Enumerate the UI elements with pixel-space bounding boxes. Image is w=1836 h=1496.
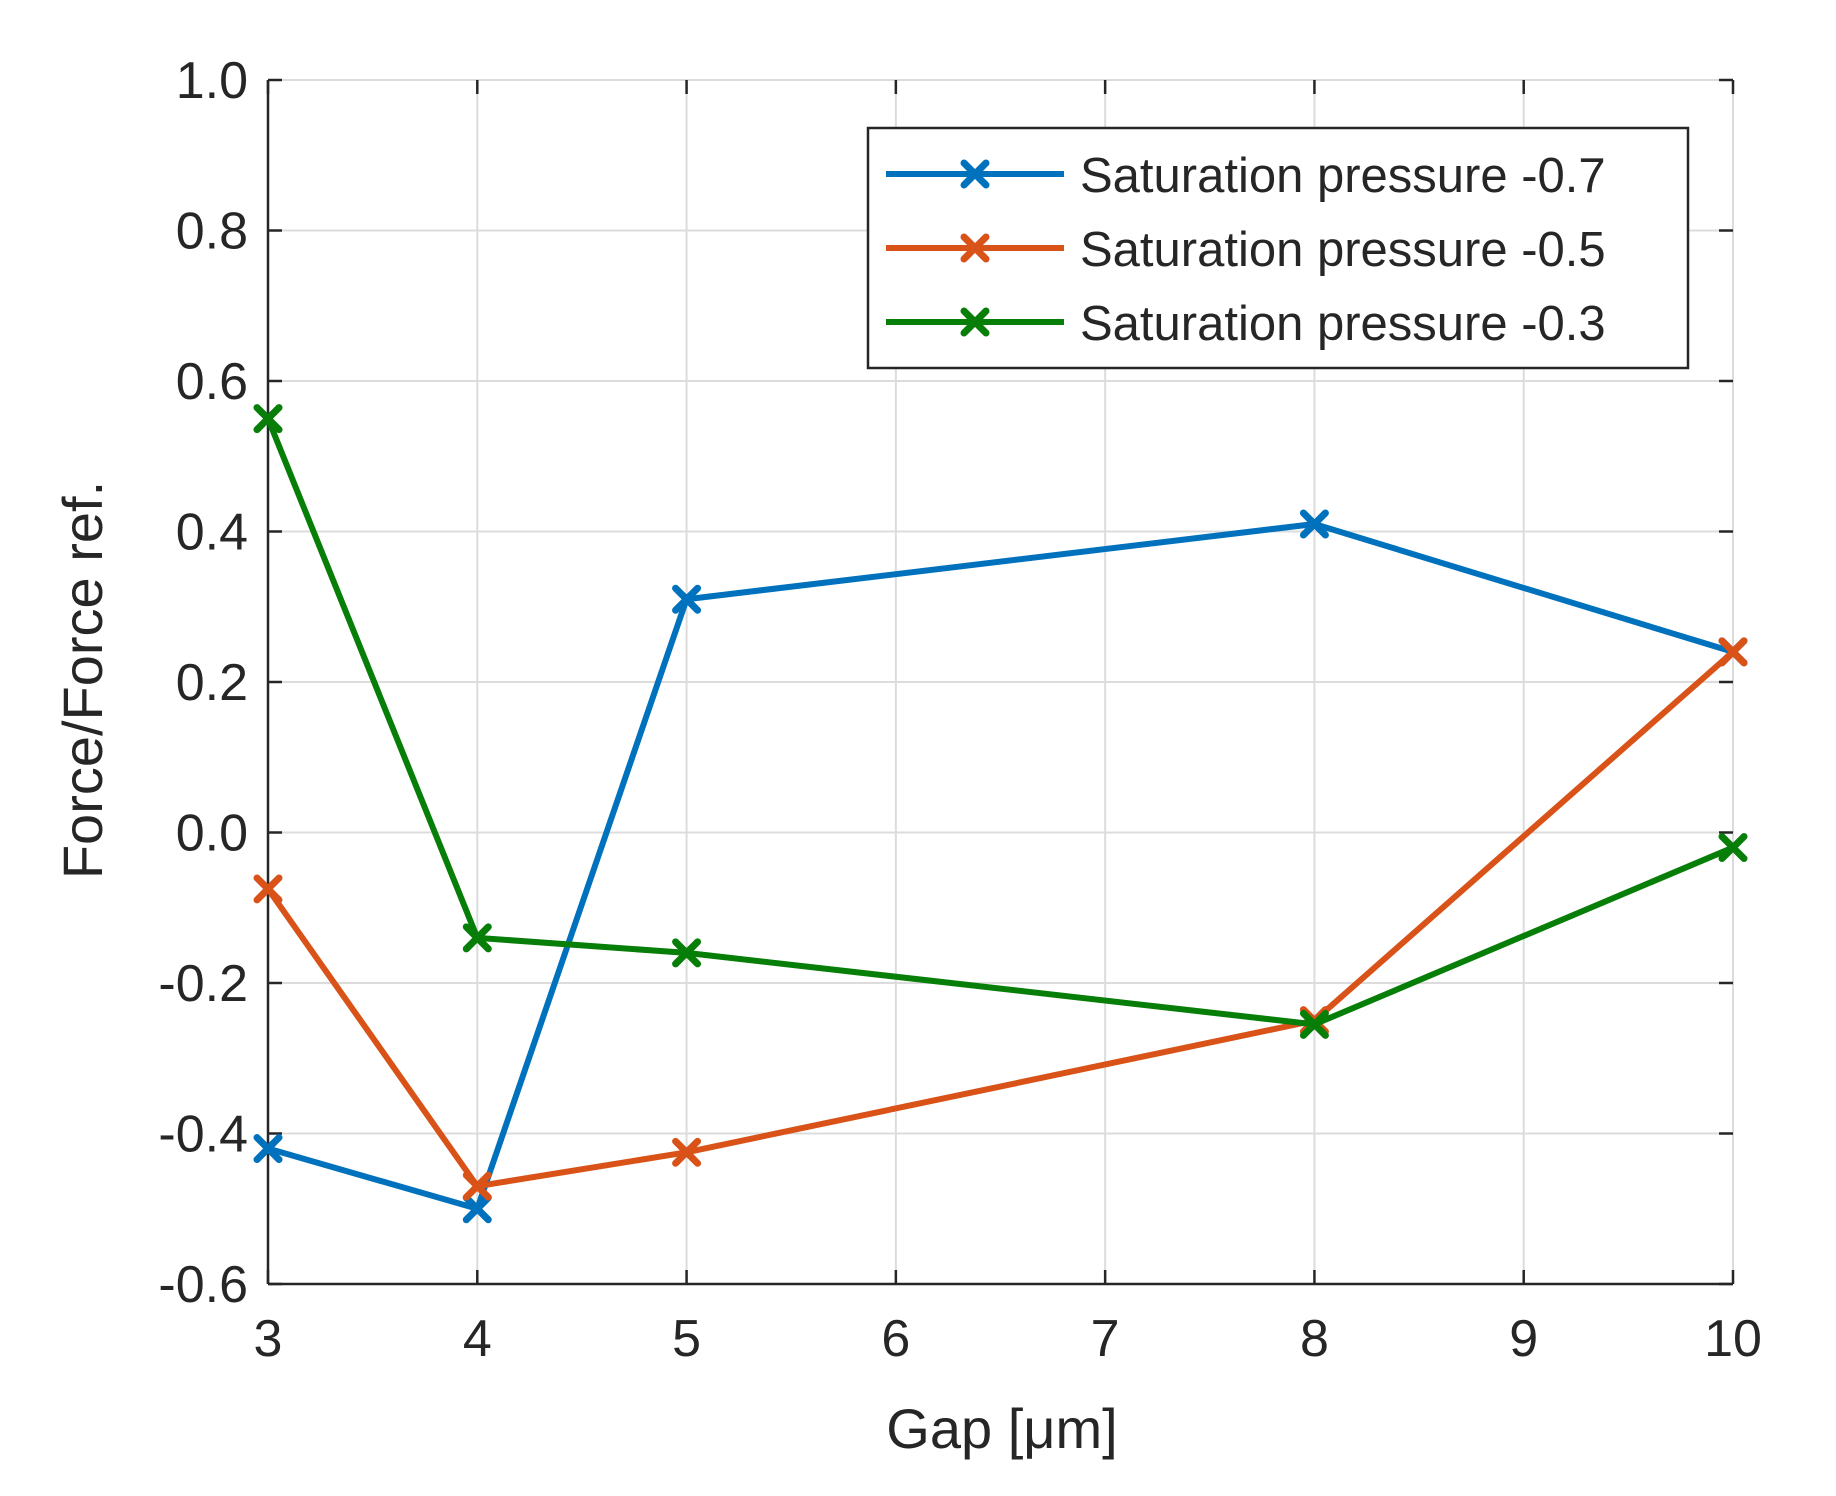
- legend-marker: [960, 159, 990, 189]
- y-tick-label: -0.2: [158, 955, 248, 1013]
- legend-marker: [960, 307, 990, 337]
- series-line: [267, 520, 1734, 1212]
- data-point: [672, 938, 702, 968]
- legend-item: Saturation pressure -0.5: [886, 223, 1606, 277]
- x-tick-label: 6: [881, 1310, 910, 1368]
- data-point: [1299, 509, 1329, 539]
- series-1: [253, 637, 1748, 1201]
- data-point: [253, 874, 283, 904]
- y-tick-label: 0.4: [176, 504, 248, 562]
- x-tick-label: 4: [463, 1310, 492, 1368]
- legend: Saturation pressure -0.7 Saturation pres…: [866, 126, 1690, 370]
- series-line: [265, 649, 1735, 1190]
- series-2: [253, 404, 1748, 1039]
- legend-label-2: Saturation pressure -0.3: [1080, 297, 1606, 351]
- data-point: [462, 1171, 492, 1201]
- legend-item: Saturation pressure -0.3: [886, 297, 1606, 351]
- legend-item: Saturation pressure -0.7: [886, 149, 1606, 203]
- data-point: [1718, 637, 1748, 667]
- legend-marker: [960, 233, 990, 263]
- data-point: [462, 923, 492, 953]
- y-axis-label: Force/Force ref.: [51, 481, 114, 879]
- legend-marker-1: [960, 233, 990, 263]
- legend-label-0: Saturation pressure -0.7: [1080, 149, 1606, 203]
- y-tick-label: -0.4: [158, 1106, 248, 1164]
- y-tick-label: 0.6: [176, 353, 248, 411]
- data-point: [462, 1194, 492, 1224]
- x-tick-label: 7: [1091, 1310, 1120, 1368]
- x-axis-label: Gap [μm]: [886, 1397, 1117, 1460]
- y-tick-label: 0.0: [176, 805, 248, 863]
- y-tick-label: 1.0: [176, 52, 248, 110]
- y-tick-label: 0.2: [176, 654, 248, 712]
- y-tick-label: 0.8: [176, 203, 248, 261]
- legend-label-1: Saturation pressure -0.5: [1080, 223, 1606, 277]
- x-tick-label: 9: [1509, 1310, 1538, 1368]
- data-point: [253, 404, 283, 434]
- axes: [266, 78, 1735, 1286]
- x-tick-label: 10: [1704, 1310, 1762, 1368]
- data-point: [1718, 833, 1748, 863]
- data-point: [672, 1137, 702, 1167]
- series-0: [253, 509, 1748, 1224]
- legend-marker-0: [960, 159, 990, 189]
- x-tick-label: 5: [672, 1310, 701, 1368]
- series-line: [265, 417, 1735, 1028]
- x-tick-label: 3: [254, 1310, 283, 1368]
- legend-marker-2: [960, 307, 990, 337]
- data-point: [672, 584, 702, 614]
- y-tick-label: -0.6: [158, 1256, 248, 1314]
- data-point: [253, 1134, 283, 1164]
- series-layer: [253, 404, 1748, 1224]
- tick-labels: 3 4 5 6 7 8 9 10 -0.6 -0.4 -0.2 0.0 0.2 0.4 0.6 0.8 1.0: [158, 52, 1762, 1368]
- x-tick-label: 8: [1300, 1310, 1329, 1368]
- data-point: [1299, 1009, 1329, 1039]
